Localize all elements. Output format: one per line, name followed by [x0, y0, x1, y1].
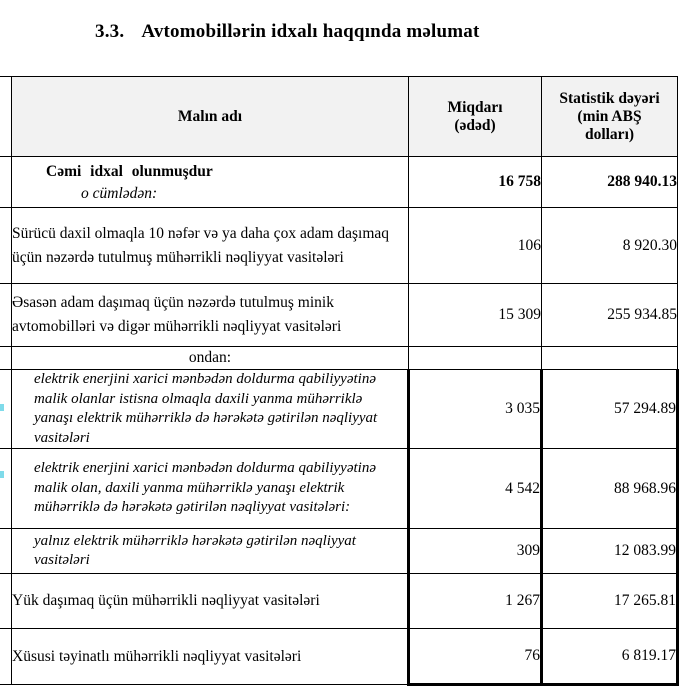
cut-off-cell [0, 628, 12, 685]
product-name-cell: Cəmi idxal olunmuşdur o cümlədən: [11, 156, 409, 208]
product-name-cell: Əsasən adam daşımaq üçün nəzərdə tutulmu… [11, 283, 409, 347]
cut-off-cell [0, 448, 12, 529]
left-margin-cyan-mark [0, 404, 4, 411]
value-cell: 8 920.30 [541, 207, 678, 284]
table-row: Sürücü daxil olmaqla 10 nəfər və ya daha… [0, 207, 678, 284]
table-row: Cəmi idxal olunmuşdur o cümlədən: 16 758 28… [0, 156, 678, 208]
product-name-cell: elektrik enerjini xarici mənbədən doldur… [11, 369, 409, 449]
quantity-cell: 16 758 [408, 156, 542, 208]
cut-off-cell [0, 573, 12, 629]
product-name-cell: yalnız elektrik mühərriklə hərəkətə gəti… [11, 528, 409, 574]
table-body: Cəmi idxal olunmuşdur o cümlədən: 16 758 28… [0, 156, 679, 686]
quantity-cell: 76 [407, 628, 542, 686]
value-cell: 6 819.17 [540, 628, 679, 686]
column-header-quantity: Miqdarı (ədəd) [408, 76, 542, 157]
left-margin-cyan-mark [0, 471, 4, 478]
section-title: 3.3. Avtomobillərin idxalı haqqında məlum… [95, 21, 480, 43]
table-row: Yük daşımaq üçün mühərrikli nəqliyyat va… [0, 573, 679, 629]
product-name-cell: Yük daşımaq üçün mühərrikli nəqliyyat va… [11, 573, 409, 629]
quantity-cell: 106 [408, 207, 542, 284]
import-statistics-table: Malın adı Miqdarı (ədəd) Statistik dəyər… [0, 76, 679, 686]
section-title-text: Avtomobillərin idxalı haqqında məlumat [141, 21, 480, 42]
value-cell: 57 294.89 [540, 369, 679, 449]
table-row: Əsasən adam daşımaq üçün nəzərdə tutulmu… [0, 283, 678, 347]
cut-off-cell [0, 528, 12, 574]
column-header-value: Statistik dəyəri (min ABŞ dolları) [541, 76, 678, 157]
value-cell: 88 968.96 [540, 448, 679, 529]
product-name-cell: elektrik enerjini xarici mənbədən doldur… [11, 448, 409, 529]
quantity-cell: 4 542 [407, 448, 542, 529]
section-number: 3.3. [95, 21, 125, 42]
value-cell: 288 940.13 [541, 156, 678, 208]
value-cell: 12 083.99 [540, 528, 679, 574]
product-name-cell: Xüsusi təyinatlı mühərrikli nəqliyyat va… [11, 628, 409, 685]
table-row: Xüsusi təyinatlı mühərrikli nəqliyyat va… [0, 628, 679, 686]
table-row: yalnız elektrik mühərriklə hərəkətə gəti… [0, 528, 679, 574]
total-sublabel: o cümlədən: [81, 185, 158, 202]
quantity-cell [408, 346, 542, 370]
table-row: elektrik enerjini xarici mənbədən doldur… [0, 369, 679, 449]
column-header-name: Malın adı [11, 76, 409, 157]
cut-off-column-header [0, 76, 12, 157]
cut-off-cell [0, 207, 12, 284]
total-label: Cəmi idxal olunmuşdur [46, 163, 213, 180]
cut-off-cell [0, 346, 12, 370]
quantity-cell: 309 [407, 528, 542, 574]
quantity-cell: 1 267 [407, 573, 542, 629]
product-name-cell: ondan: [11, 346, 409, 370]
product-name-cell: Sürücü daxil olmaqla 10 nəfər və ya daha… [11, 207, 409, 284]
quantity-cell: 3 035 [407, 369, 542, 449]
value-cell: 255 934.85 [541, 283, 678, 347]
cut-off-cell [0, 156, 12, 208]
value-cell [541, 346, 678, 370]
value-cell: 17 265.81 [540, 573, 679, 629]
table-header-row: Malın adı Miqdarı (ədəd) Statistik dəyər… [0, 76, 678, 157]
cut-off-cell [0, 283, 12, 347]
quantity-cell: 15 309 [408, 283, 542, 347]
table-row: ondan: [0, 346, 678, 370]
table-row: elektrik enerjini xarici mənbədən doldur… [0, 448, 679, 529]
